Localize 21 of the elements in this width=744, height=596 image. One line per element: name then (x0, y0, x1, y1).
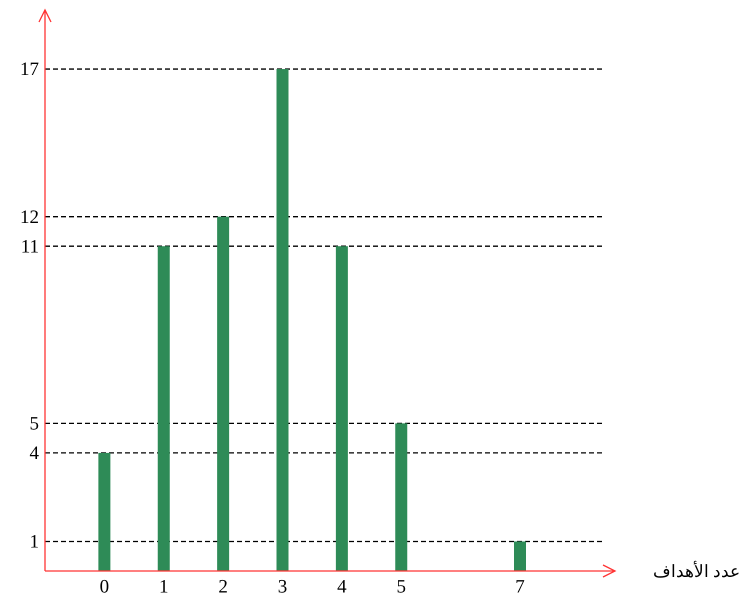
x-tick-label: 1 (159, 576, 168, 596)
y-tick-label: 5 (30, 413, 39, 434)
y-tick-label: 1 (30, 532, 39, 553)
bar (158, 246, 170, 571)
x-tick-label: 3 (278, 576, 288, 596)
bar (98, 452, 110, 571)
x-tick-label: 2 (218, 576, 228, 596)
x-tick-label: 7 (515, 576, 525, 596)
x-tick-label: 5 (396, 576, 406, 596)
x-tick-label: 4 (337, 576, 348, 596)
y-tick-label: 4 (30, 442, 40, 464)
y-tick-label: 11 (20, 236, 39, 258)
bar (217, 216, 230, 571)
x-tick-label: 0 (100, 576, 110, 596)
y-tick-label: 12 (20, 206, 39, 228)
x-axis-title: عدد الأهداف (652, 561, 740, 581)
bar (395, 423, 408, 571)
bar (276, 69, 288, 571)
bar (336, 246, 348, 571)
y-tick-label: 17 (20, 59, 39, 80)
bar (514, 541, 526, 571)
